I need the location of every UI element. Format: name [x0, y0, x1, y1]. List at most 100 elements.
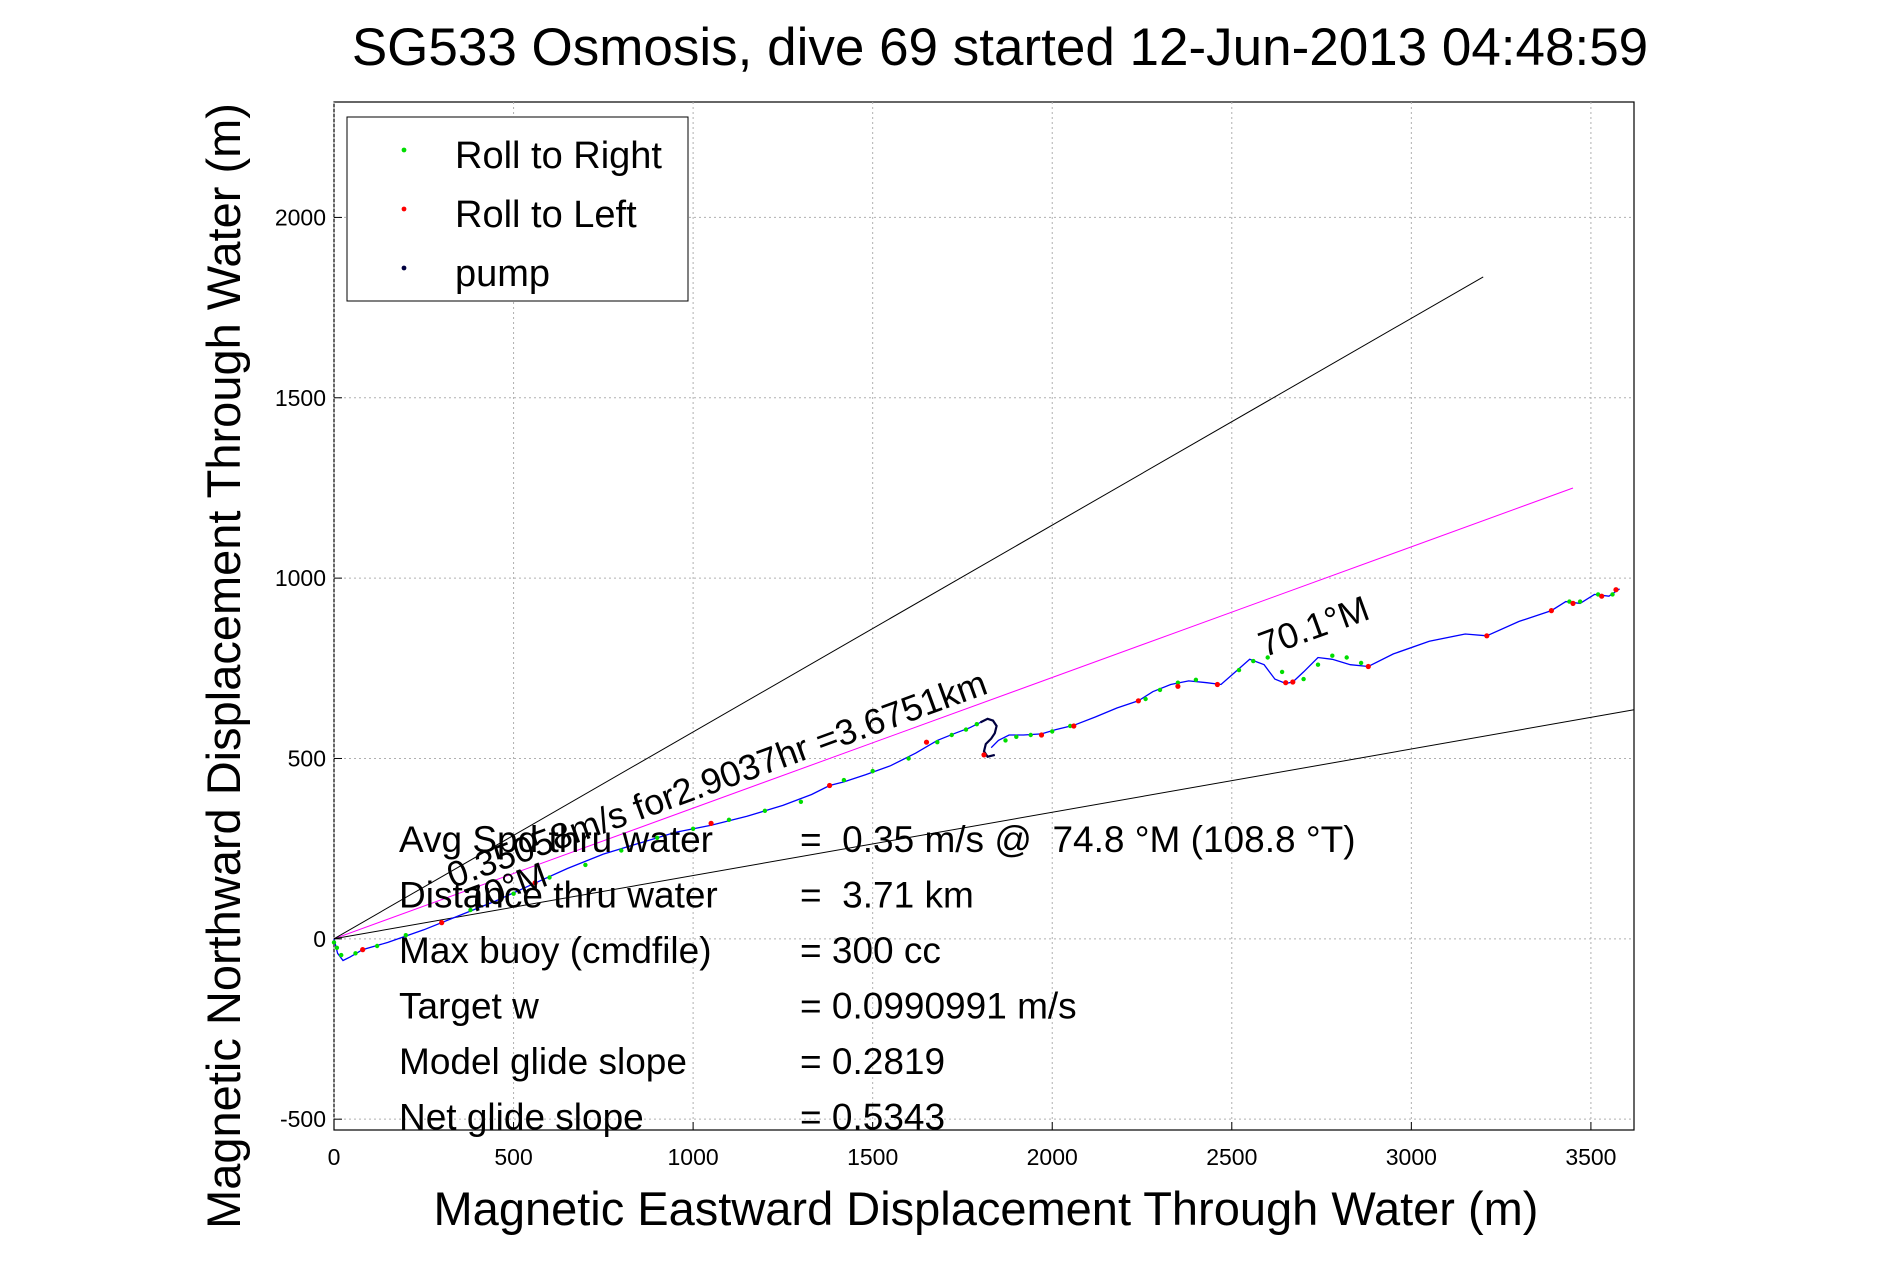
- x-tick-label: 1000: [668, 1144, 719, 1170]
- roll-right-point: [1358, 660, 1364, 666]
- roll-left-point: [1135, 698, 1141, 704]
- reference-line: [333, 487, 1574, 940]
- roll-left-point: [1214, 681, 1220, 688]
- x-tick-label: 2000: [1027, 1144, 1078, 1170]
- roll-right-point: [935, 740, 940, 745]
- roll-right-point: [619, 848, 624, 853]
- x-tick-label: 2500: [1206, 1144, 1257, 1170]
- roll-left-point: [1599, 593, 1605, 599]
- y-tick-label: 500: [288, 745, 326, 771]
- y-tick-label: 0: [313, 926, 326, 952]
- roll-right-point: [974, 722, 979, 727]
- roll-right-point: [1143, 696, 1148, 702]
- stat-label: Avg Spd thru water: [399, 819, 713, 860]
- roll-left-point: [1484, 633, 1490, 639]
- roll-right-point: [1028, 732, 1033, 738]
- roll-left-point: [923, 739, 930, 745]
- legend-label: Roll to Left: [455, 194, 637, 236]
- roll-right-point: [949, 732, 954, 738]
- roll-left-point: [1290, 679, 1296, 685]
- roll-right-point: [726, 817, 732, 822]
- legend-label: pump: [455, 253, 550, 295]
- stat-value: = 0.0990991 m/s: [800, 986, 1077, 1027]
- reference-line: [333, 276, 1484, 940]
- roll-right-point: [1330, 653, 1335, 658]
- roll-right-point: [583, 862, 588, 868]
- reference-lines: [333, 276, 1635, 940]
- roll-right-point: [334, 945, 340, 950]
- roll-right-point: [762, 808, 768, 813]
- roll-right-point: [841, 777, 847, 783]
- roll-right-point: [339, 952, 344, 958]
- reference-line: [333, 709, 1635, 940]
- roll-right-point: [403, 933, 408, 938]
- stat-label: Model glide slope: [399, 1041, 687, 1082]
- roll-right-point: [655, 835, 660, 840]
- x-tick-label: 3500: [1565, 1144, 1616, 1170]
- roll-right-point: [1175, 680, 1181, 685]
- roll-right-point: [1577, 599, 1583, 604]
- roll-right-point: [1301, 676, 1306, 682]
- x-axis-label: Magnetic Eastward Displacement Through W…: [434, 1182, 1539, 1235]
- chart-title: SG533 Osmosis, dive 69 started 12-Jun-20…: [352, 18, 1648, 77]
- roll-left-point: [1175, 683, 1181, 689]
- roll-right-point: [374, 943, 380, 949]
- roll-right-point: [1068, 723, 1073, 729]
- roll-right-point: [1050, 729, 1055, 734]
- roll-left-point: [439, 920, 445, 926]
- roll-right-point: [1610, 592, 1615, 597]
- y-axis-label: Magnetic Northward Displacement Through …: [197, 103, 250, 1229]
- legend-marker: [401, 206, 407, 212]
- roll-right-point: [1014, 734, 1019, 739]
- stat-label: Net glide slope: [399, 1097, 644, 1138]
- roll-left-point: [1071, 723, 1077, 729]
- roll-right-point: [906, 756, 911, 761]
- roll-right-point: [331, 940, 337, 945]
- roll-left-point: [1613, 587, 1619, 593]
- x-tick-label: 0: [328, 1144, 341, 1170]
- roll-right-point: [511, 891, 516, 896]
- roll-right-point: [870, 768, 875, 774]
- roll-left-point: [1570, 600, 1576, 607]
- roll-left-point: [1038, 732, 1045, 738]
- x-tick-label: 1500: [847, 1144, 898, 1170]
- roll-right-point: [1265, 655, 1270, 660]
- markers: [331, 587, 1619, 958]
- roll-right-point: [1251, 658, 1256, 664]
- roll-left-point: [1283, 680, 1289, 686]
- stat-value: = 0.35 m/s @ 74.8 °M (108.8 °T): [800, 819, 1356, 860]
- y-tick-label: 1000: [275, 565, 326, 591]
- stat-label: Distance thru water: [399, 875, 718, 916]
- x-tick-label: 3000: [1386, 1144, 1437, 1170]
- roll-right-point: [1157, 687, 1163, 693]
- legend-marker: [401, 147, 407, 153]
- grid: [333, 102, 1634, 1130]
- roll-right-point: [690, 826, 696, 831]
- legend-marker: [401, 265, 407, 271]
- roll-right-point: [963, 727, 969, 732]
- y-tick-label: 2000: [275, 204, 326, 230]
- roll-right-point: [353, 951, 358, 956]
- roll-left-point: [827, 782, 833, 789]
- roll-left-point: [1365, 663, 1371, 670]
- roll-left-point: [708, 820, 714, 827]
- ticks: 0 500 1000 1500 2000 2500 3000 3500-50005001000…: [275, 204, 1617, 1170]
- roll-left-point: [532, 880, 538, 886]
- roll-right-point: [468, 907, 473, 913]
- roll-right-point: [1193, 677, 1199, 682]
- stat-label: Target w: [399, 986, 539, 1027]
- roll-right-point: [1279, 669, 1285, 675]
- roll-right-point: [1315, 662, 1321, 667]
- x-tick-label: 500: [494, 1144, 532, 1170]
- roll-right-point: [1344, 655, 1349, 660]
- roll-right-point: [1236, 667, 1242, 673]
- roll-right-point: [547, 875, 552, 880]
- stats-block: Avg Spd thru water = 0.35 m/s @ 74.8 °M (…: [399, 819, 1356, 1138]
- roll-left-point: [981, 752, 987, 758]
- stat-value: = 300 cc: [800, 930, 941, 971]
- legend-label: Roll to Right: [455, 135, 662, 177]
- roll-left-point: [360, 947, 366, 953]
- roll-right-point: [798, 799, 804, 804]
- roll-right-point: [1003, 738, 1008, 743]
